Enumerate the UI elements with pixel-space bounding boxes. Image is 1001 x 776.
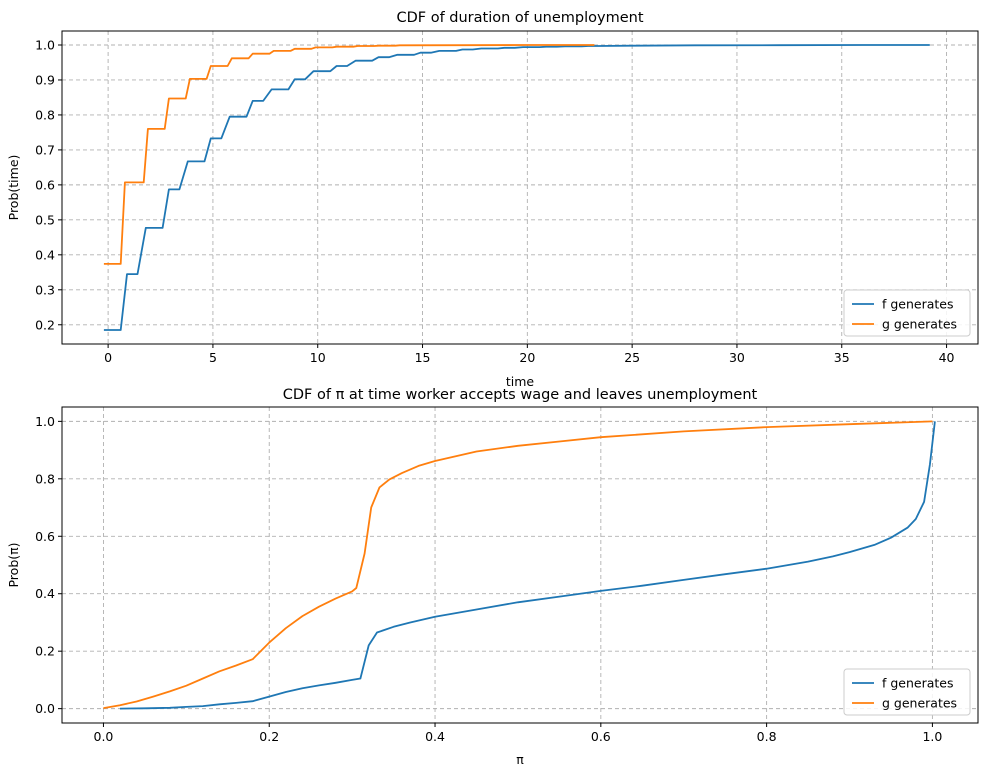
x-tick-label: 1.0 — [922, 729, 942, 744]
series-line-f — [103, 44, 930, 331]
axis-ticks: 0.0 0.2 0.4 0.6 0.8 1.0 0.0 0.2 0.4 0.6 0.8 1.0 — [35, 414, 942, 744]
y-tick-label: 0.8 — [35, 471, 55, 486]
x-tick-label: 40 — [939, 350, 955, 365]
y-tick-label: 0.9 — [35, 72, 55, 87]
legend-label-f: f generates — [882, 676, 954, 691]
x-tick-label: 0.8 — [757, 729, 777, 744]
y-tick-label: 0.5 — [35, 212, 55, 227]
axis-ticks: 0 5 10 15 20 25 30 35 40 0.2 0.3 0.4 0.5 0.6 0.7 0.8 0.9… — [35, 37, 954, 365]
y-tick-label: 0.7 — [35, 142, 55, 157]
y-axis-label: Prob(time) — [6, 155, 21, 221]
legend-label-f: f generates — [882, 297, 954, 312]
x-axis-label: time — [506, 374, 535, 389]
chart-title: CDF of duration of unemployment — [396, 10, 643, 26]
x-tick-label: 35 — [834, 350, 850, 365]
y-tick-label: 0.4 — [35, 247, 55, 262]
y-tick-label: 0.6 — [35, 529, 55, 544]
y-tick-label: 0.8 — [35, 107, 55, 122]
series-line-f — [119, 421, 936, 710]
x-tick-label: 0.2 — [259, 729, 279, 744]
legend-box — [843, 668, 971, 716]
x-tick-label: 0.0 — [94, 729, 114, 744]
y-tick-label: 1.0 — [35, 37, 55, 52]
legend: f generates g generates — [843, 289, 971, 337]
y-tick-label: 0.6 — [35, 177, 55, 192]
y-tick-label: 0.4 — [35, 586, 55, 601]
y-axis-label: Prob(π) — [6, 542, 21, 587]
grid-lines — [62, 407, 978, 723]
legend-box — [843, 289, 971, 337]
x-tick-label: 0 — [104, 350, 112, 365]
x-tick-label: 15 — [415, 350, 431, 365]
y-tick-label: 0.0 — [35, 701, 55, 716]
x-tick-label: 25 — [624, 350, 640, 365]
data-series — [103, 420, 936, 710]
plot-frame — [61, 406, 979, 724]
x-axis-label: π — [516, 752, 524, 767]
series-line-g — [103, 44, 595, 265]
data-series — [103, 44, 930, 331]
x-tick-label: 10 — [310, 350, 326, 365]
chart-pi-cdf: 0.0 0.2 0.4 0.6 0.8 1.0 0.0 0.2 0.4 0.6 0.8 1.0 CDF… — [6, 387, 979, 767]
y-tick-label: 0.2 — [35, 644, 55, 659]
chart-title: CDF of π at time worker accepts wage and… — [283, 387, 758, 403]
x-tick-label: 0.4 — [425, 729, 445, 744]
series-line-g — [103, 420, 933, 709]
y-tick-label: 0.3 — [35, 282, 55, 297]
grid-lines — [62, 31, 978, 344]
y-tick-label: 1.0 — [35, 414, 55, 429]
legend-label-g: g generates — [882, 317, 957, 332]
x-tick-label: 20 — [519, 350, 535, 365]
chart-duration-cdf: 0 5 10 15 20 25 30 35 40 0.2 0.3 0.4 0.5 0.6 0.7 0.8 0.9… — [6, 10, 979, 389]
y-tick-label: 0.2 — [35, 317, 55, 332]
plot-frame — [61, 30, 979, 345]
x-tick-label: 30 — [729, 350, 745, 365]
legend-label-g: g generates — [882, 696, 957, 711]
x-tick-label: 0.6 — [591, 729, 611, 744]
x-tick-label: 5 — [209, 350, 217, 365]
legend: f generates g generates — [843, 668, 971, 716]
